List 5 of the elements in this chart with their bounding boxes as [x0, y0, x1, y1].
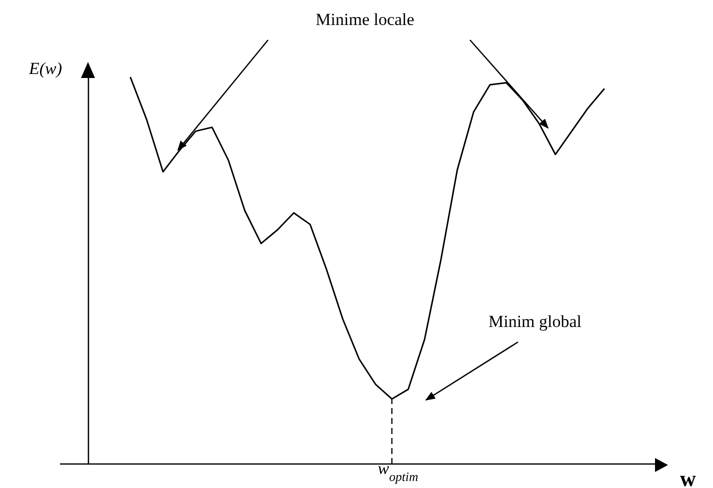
y-axis-title: E(w) [28, 59, 62, 78]
x-axis-title: w [680, 466, 696, 488]
text: w$_{optim}$ [378, 459, 418, 484]
text: Minime locale [316, 10, 414, 29]
annotation: Minim global [488, 312, 582, 331]
